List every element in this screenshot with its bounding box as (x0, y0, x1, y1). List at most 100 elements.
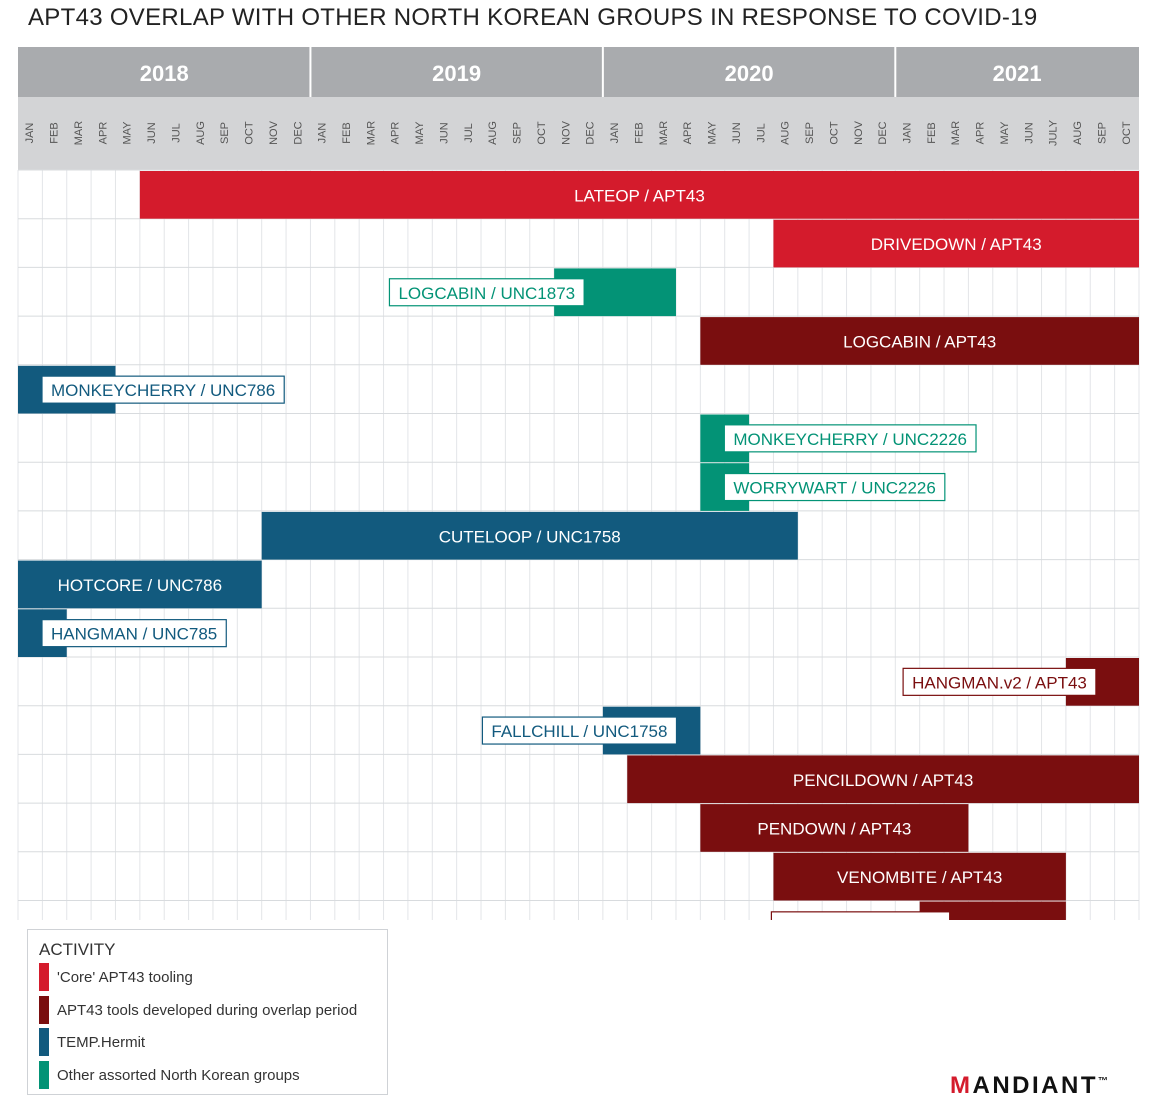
month-label: SEP (512, 122, 524, 144)
month-label: AUG (487, 121, 499, 145)
timeline-bar (773, 852, 1066, 901)
bar-label: LATEOP / APT43 (574, 186, 705, 205)
legend-label: Other assorted North Korean groups (57, 1066, 300, 1084)
month-label: FEB (49, 122, 61, 143)
bar-label: FALLCHILL / UNC1758 (491, 722, 667, 741)
year-label: 2018 (140, 61, 189, 86)
month-label: JAN (609, 123, 621, 144)
timeline-bar (18, 560, 262, 609)
timeline-bar (919, 901, 1066, 920)
month-label: AUG (780, 121, 792, 145)
bar-label: HOTCORE / UNC786 (58, 576, 222, 595)
bar-label: EGGHATCH / APT43 (780, 917, 940, 920)
month-label: MAR (950, 121, 962, 146)
month-label: FEB (926, 122, 938, 143)
legend-label: 'Core' APT43 tooling (57, 968, 193, 986)
timeline-bar (627, 755, 1139, 804)
month-label: JUN (731, 122, 743, 143)
month-label: FEB (341, 122, 353, 143)
year-label: 2019 (432, 61, 481, 86)
year-header-band (18, 47, 1139, 97)
month-label: DEC (292, 121, 304, 144)
bar-label: MONKEYCHERRY / UNC2226 (733, 430, 967, 449)
legend-swatch (39, 1028, 49, 1056)
month-label: APR (975, 122, 987, 145)
month-label: JUL (170, 123, 182, 143)
bar-label-box (388, 278, 585, 307)
month-label: SEP (1096, 122, 1108, 144)
trademark-mark: ™ (1098, 1076, 1111, 1087)
year-label: 2021 (993, 61, 1042, 86)
legend-item-other: Other assorted North Korean groups (39, 1061, 300, 1089)
month-label: NOV (560, 120, 572, 145)
bar-label: CUTELOOP / UNC1758 (439, 527, 621, 546)
month-label: JAN (317, 123, 329, 144)
logo-wordmark: ANDIANT (972, 1072, 1098, 1099)
month-label: APR (390, 122, 402, 145)
timeline-bar (773, 219, 1139, 268)
legend-swatch (39, 1061, 49, 1089)
month-label: AUG (195, 121, 207, 145)
month-label: JAN (901, 123, 913, 144)
timeline-chart: 2018 2019 2020 2021 JAN FEB MAR APR MAY JUN JUL AUG… (17, 47, 1140, 920)
month-label: MAY (414, 121, 426, 145)
timeline-bar (261, 511, 798, 560)
month-label: JAN (24, 123, 36, 144)
month-label: MAY (707, 121, 719, 145)
month-label: DEC (585, 121, 597, 144)
timeline-bar (700, 317, 1139, 365)
year-label: 2020 (725, 61, 774, 86)
month-label: JUL (463, 123, 475, 143)
month-label: JUN (438, 122, 450, 143)
month-header-band (18, 97, 1139, 170)
legend-item-overlap: APT43 tools developed during overlap per… (39, 996, 357, 1024)
bar-label: HANGMAN / UNC785 (51, 625, 217, 644)
month-label: DEC (877, 121, 889, 144)
month-label: NOV (268, 120, 280, 145)
month-label: MAY (122, 121, 134, 145)
month-label: OCT (244, 121, 256, 145)
month-label: NOV (853, 120, 865, 145)
bar-label-box (723, 424, 977, 453)
bar-label: HANGMAN.v2 / APT43 (912, 673, 1087, 692)
bar-label-box (902, 667, 1097, 696)
bar-label: MONKEYCHERRY / UNC786 (51, 381, 275, 400)
bar-label: WORRYWART / UNC2226 (733, 479, 935, 498)
bar-label: LOGCABIN / UNC1873 (398, 284, 575, 303)
month-label: AUG (1072, 121, 1084, 145)
month-label: OCT (828, 121, 840, 145)
bar-label-box (723, 472, 946, 502)
mandiant-logo: MANDIANT™ (950, 1072, 1111, 1100)
month-label: FEB (633, 122, 645, 143)
month-label: MAR (658, 121, 670, 146)
month-label: SEP (804, 122, 816, 144)
month-label: MAR (365, 121, 377, 146)
month-label: APR (97, 122, 109, 145)
bar-label-box (481, 716, 678, 745)
bar-label: VENOMBITE / APT43 (837, 868, 1002, 887)
legend-title: ACTIVITY (39, 940, 116, 959)
month-label: JULY (1048, 119, 1060, 146)
bar-label-box (41, 375, 285, 404)
month-label: JUL (755, 123, 767, 143)
month-label: OCT (1121, 121, 1133, 145)
legend-item-core: 'Core' APT43 tooling (39, 963, 193, 991)
legend-swatch (39, 996, 49, 1024)
legend-label: TEMP.Hermit (57, 1033, 146, 1051)
month-label: APR (682, 122, 694, 145)
bar-label: PENCILDOWN / APT43 (793, 771, 973, 790)
logo-mark: M (950, 1072, 973, 1099)
legend-label: APT43 tools developed during overlap per… (57, 1001, 358, 1019)
month-label: JUN (1023, 122, 1035, 143)
bar-label: DRIVEDOWN / APT43 (871, 235, 1042, 254)
timeline-bar (700, 804, 969, 852)
bar-label-box (770, 911, 951, 920)
legend-item-temp-hermit: TEMP.Hermit (39, 1028, 145, 1056)
chart-title: APT43 OVERLAP WITH OTHER NORTH KOREAN GR… (28, 4, 1038, 31)
month-label: MAY (999, 121, 1011, 145)
bar-label-box (41, 619, 227, 648)
timeline-bar (139, 171, 1139, 219)
month-label: MAR (73, 121, 85, 146)
legend-swatch (39, 963, 49, 991)
month-label: JUN (146, 122, 158, 143)
